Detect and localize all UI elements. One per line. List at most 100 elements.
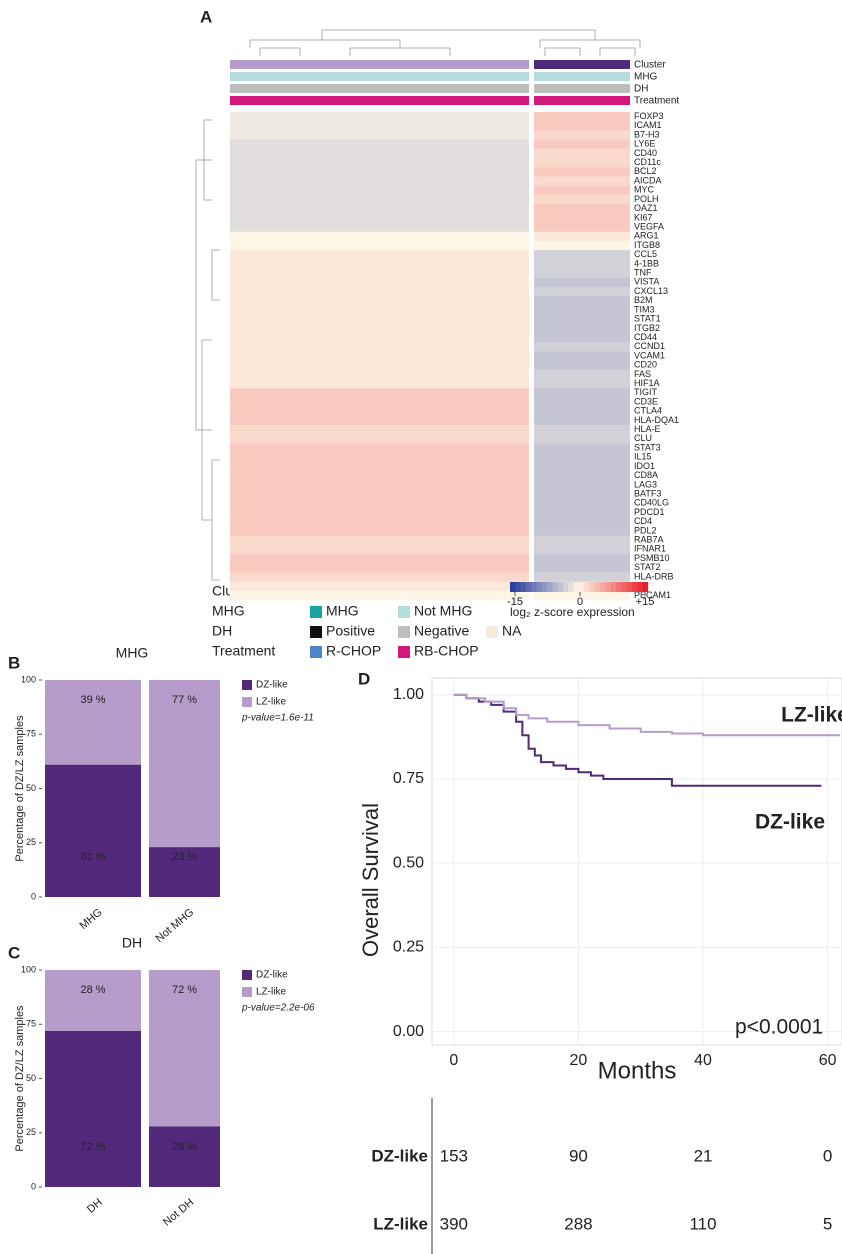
colorbar-segment (515, 582, 521, 592)
heatmap-cell (534, 406, 630, 417)
row-label: HLA-DQA1 (634, 415, 679, 425)
value-label: 23 % (172, 851, 197, 863)
row-label: AICDA (634, 175, 662, 185)
heatmap-cell (230, 480, 529, 490)
row-label: PDCD1 (634, 507, 665, 517)
value-label: 28 % (172, 1141, 197, 1153)
row-label: ARG1 (634, 231, 659, 241)
heatmap-cell (534, 139, 630, 150)
heatmap-cell (230, 425, 529, 435)
heatmap-cell (230, 369, 529, 380)
row-label: CD40 (634, 148, 657, 158)
heatmap-cell (230, 185, 529, 196)
x-tick-label: DH (85, 1196, 105, 1215)
heatmap-cell (534, 526, 630, 536)
heatmap-cell (534, 471, 630, 481)
row-label: PECAM1 (634, 590, 671, 600)
colorbar-segment (616, 582, 622, 592)
legend-title: Treatment (212, 643, 275, 659)
annotation-label: Treatment (634, 96, 679, 107)
panel-letter: D (358, 669, 370, 688)
row-label: PDL2 (634, 525, 657, 535)
y-tick-label: 0.00 (393, 1023, 424, 1040)
heatmap-cell (230, 406, 529, 417)
y-tick-label: 25 (26, 837, 36, 847)
row-label: STAT2 (634, 562, 661, 572)
legend-swatch (310, 646, 322, 658)
x-tick-label: 0 (449, 1052, 458, 1069)
colorbar-tick-label: -15 (507, 596, 523, 608)
y-axis-label: Percentage of DZ/LZ samples (14, 1005, 26, 1152)
annotation: p-value=2.2e-06 (241, 1003, 315, 1014)
heatmap-cell (534, 379, 630, 389)
heatmap-cell (230, 222, 529, 232)
risk-count: 5 (823, 1214, 832, 1233)
heatmap-cell (534, 443, 630, 453)
risk-count: 288 (564, 1214, 592, 1233)
heatmap-cell (230, 121, 529, 131)
heatmap-cell (534, 553, 630, 564)
heatmap-cell (230, 360, 529, 371)
value-label: 28 % (80, 984, 105, 996)
bar-segment (45, 680, 141, 765)
heatmap-cell (230, 572, 529, 582)
heatmap-cell (230, 535, 529, 546)
legend-label: RB-CHOP (414, 643, 479, 659)
y-tick-label: 50 (26, 1073, 36, 1083)
heatmap-cell (534, 342, 630, 352)
heatmap-cell (534, 332, 630, 343)
risk-count: 90 (569, 1146, 588, 1165)
risk-count: 0 (823, 1146, 832, 1165)
row-label: HLA-E (634, 424, 661, 434)
colorbar-segment (626, 582, 633, 592)
legend-title: DH (212, 623, 232, 639)
heatmap-cell (534, 268, 630, 279)
heatmap-cell (230, 415, 529, 426)
x-tick-label: 20 (570, 1052, 588, 1069)
heatmap-cell (230, 526, 529, 536)
heatmap-cell (534, 369, 630, 380)
legend-swatch (398, 646, 410, 658)
row-label: STAT3 (634, 442, 661, 452)
row-label: TNF (634, 268, 652, 278)
y-axis-label: Percentage of DZ/LZ samples (14, 715, 26, 862)
survival-curve (453, 693, 841, 737)
heatmap-cell (534, 158, 630, 168)
heatmap-cell (534, 250, 630, 260)
colorbar-segment (605, 582, 611, 592)
y-tick-label: 100 (21, 674, 36, 684)
heatmap-cell (230, 130, 529, 140)
legend-swatch (242, 987, 252, 997)
heatmap-cell (230, 250, 529, 260)
row-label: CD8A (634, 470, 658, 480)
bar-segment (149, 847, 220, 897)
bar-segment (45, 970, 141, 1031)
row-label: LAG3 (634, 479, 657, 489)
heatmap-cell (534, 259, 630, 269)
annotation-label: DH (634, 84, 648, 95)
legend-swatch (398, 626, 410, 638)
heatmap-cell (534, 507, 630, 518)
bar-segment (149, 680, 220, 848)
legend-label: Negative (414, 623, 469, 639)
heatmap-cell (534, 167, 630, 177)
row-label: STAT1 (634, 314, 661, 324)
row-label: VEGFA (634, 221, 664, 231)
risk-count: 21 (694, 1146, 713, 1165)
heatmap-cell (534, 461, 630, 472)
row-label: 4-1BB (634, 258, 659, 268)
chart-title: DH (122, 935, 142, 951)
heatmap-cell (534, 231, 630, 242)
heatmap-cell (230, 471, 529, 481)
series-label: LZ-like (781, 704, 842, 727)
legend-swatch (486, 626, 498, 638)
legend-swatch (310, 626, 322, 638)
legend-label: Positive (326, 623, 375, 639)
heatmap-cell (230, 553, 529, 564)
heatmap-cell (230, 305, 529, 315)
row-label: FAS (634, 369, 651, 379)
heatmap-cell (534, 314, 630, 325)
legend-label: DZ-like (256, 680, 288, 691)
bar-segment (45, 764, 141, 897)
